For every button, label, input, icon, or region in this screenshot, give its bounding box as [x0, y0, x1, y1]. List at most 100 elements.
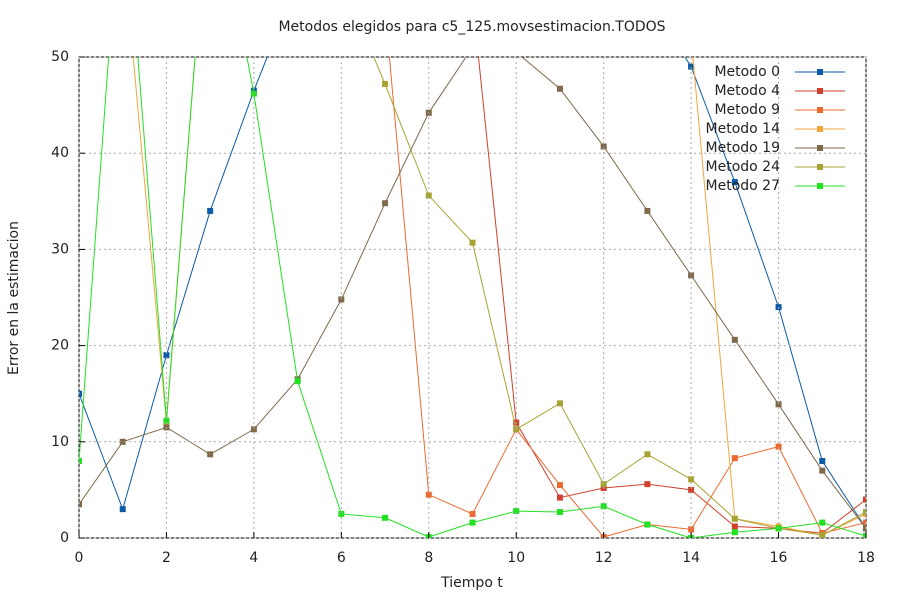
data-point [863, 533, 866, 538]
data-point [79, 458, 82, 465]
data-point [644, 481, 651, 488]
x-tick-label: 12 [595, 550, 613, 566]
data-point [79, 501, 82, 508]
data-point [207, 451, 214, 458]
data-point [644, 451, 651, 458]
data-point [863, 519, 866, 526]
data-point [819, 519, 826, 526]
legend-label: Metodo 0 [714, 64, 780, 80]
data-point [731, 336, 738, 343]
legend-marker [817, 107, 823, 113]
data-point [688, 476, 695, 483]
data-point [163, 352, 170, 359]
data-point [688, 63, 695, 70]
data-point [425, 491, 432, 498]
data-point [600, 143, 607, 150]
data-point [470, 44, 476, 50]
data-point [688, 272, 695, 279]
data-point [513, 49, 519, 55]
data-point [731, 179, 738, 186]
data-point [863, 525, 866, 532]
legend-marker [817, 69, 823, 75]
data-point [819, 532, 826, 538]
data-point [79, 390, 82, 397]
data-point [469, 239, 476, 246]
y-tick-label: 0 [60, 530, 69, 546]
data-point [382, 200, 389, 207]
data-point [382, 514, 389, 521]
data-point [513, 426, 520, 433]
data-point [819, 467, 826, 474]
data-point [688, 526, 695, 533]
data-point [556, 509, 563, 516]
data-point [250, 426, 257, 433]
x-tick-label: 18 [857, 550, 875, 566]
y-tick-label: 50 [51, 49, 69, 65]
data-point [556, 400, 563, 407]
data-point [294, 378, 301, 385]
x-axis-label: Tiempo t [440, 575, 503, 591]
legend-marker [817, 164, 823, 170]
data-point [731, 455, 738, 462]
x-tick-label: 6 [337, 550, 346, 566]
legend-marker [817, 183, 823, 189]
y-axis-label: Error en la estimacion [6, 221, 22, 375]
y-tick-label: 40 [51, 145, 69, 161]
legend-label: Metodo 24 [706, 159, 781, 175]
legend-label: Metodo 27 [706, 178, 780, 194]
data-point [119, 438, 126, 445]
data-point [775, 443, 782, 450]
legend-marker [817, 88, 823, 94]
data-point [338, 296, 345, 303]
data-point [731, 529, 738, 536]
data-point [863, 496, 866, 503]
data-point [600, 503, 607, 510]
y-tick-label: 10 [51, 434, 69, 450]
x-tick-label: 10 [507, 550, 525, 566]
y-tick-label: 30 [51, 241, 69, 257]
data-point [556, 85, 563, 92]
data-point [163, 417, 170, 424]
data-point [863, 509, 866, 516]
data-point [207, 207, 214, 214]
data-point [469, 519, 476, 526]
data-point [382, 6, 388, 12]
data-point [469, 510, 476, 517]
x-tick-label: 16 [770, 550, 788, 566]
data-point [382, 80, 389, 87]
data-point [601, 0, 607, 2]
data-point [119, 506, 126, 513]
data-point [731, 523, 738, 530]
data-point [644, 0, 650, 2]
data-point [644, 521, 651, 528]
data-point [688, 35, 694, 41]
data-point [731, 515, 738, 522]
data-point [644, 207, 651, 214]
x-tick-label: 0 [75, 550, 84, 566]
data-point [600, 481, 607, 488]
legend-marker [817, 145, 823, 151]
x-tick-label: 14 [682, 550, 700, 566]
x-tick-label: 4 [249, 550, 258, 566]
data-point [819, 458, 826, 465]
x-tick-label: 8 [424, 550, 433, 566]
series-line [388, 57, 866, 538]
x-tick-label: 2 [162, 550, 171, 566]
legend-label: Metodo 14 [706, 121, 781, 137]
data-point [775, 401, 782, 408]
data-point [556, 494, 563, 501]
legend-label: Metodo 19 [706, 140, 780, 156]
series-line [79, 57, 866, 529]
legend-label: Metodo 4 [714, 83, 780, 99]
chart-title: Metodos elegidos para c5_125.movsestimac… [278, 19, 665, 35]
data-point [556, 482, 563, 489]
legend-label: Metodo 9 [714, 102, 780, 118]
data-point [425, 192, 432, 199]
legend-marker [817, 126, 823, 132]
data-point [513, 508, 520, 515]
data-point [688, 486, 695, 493]
plot-area [79, 0, 866, 538]
data-point [470, 0, 476, 2]
y-tick-label: 20 [51, 338, 69, 354]
